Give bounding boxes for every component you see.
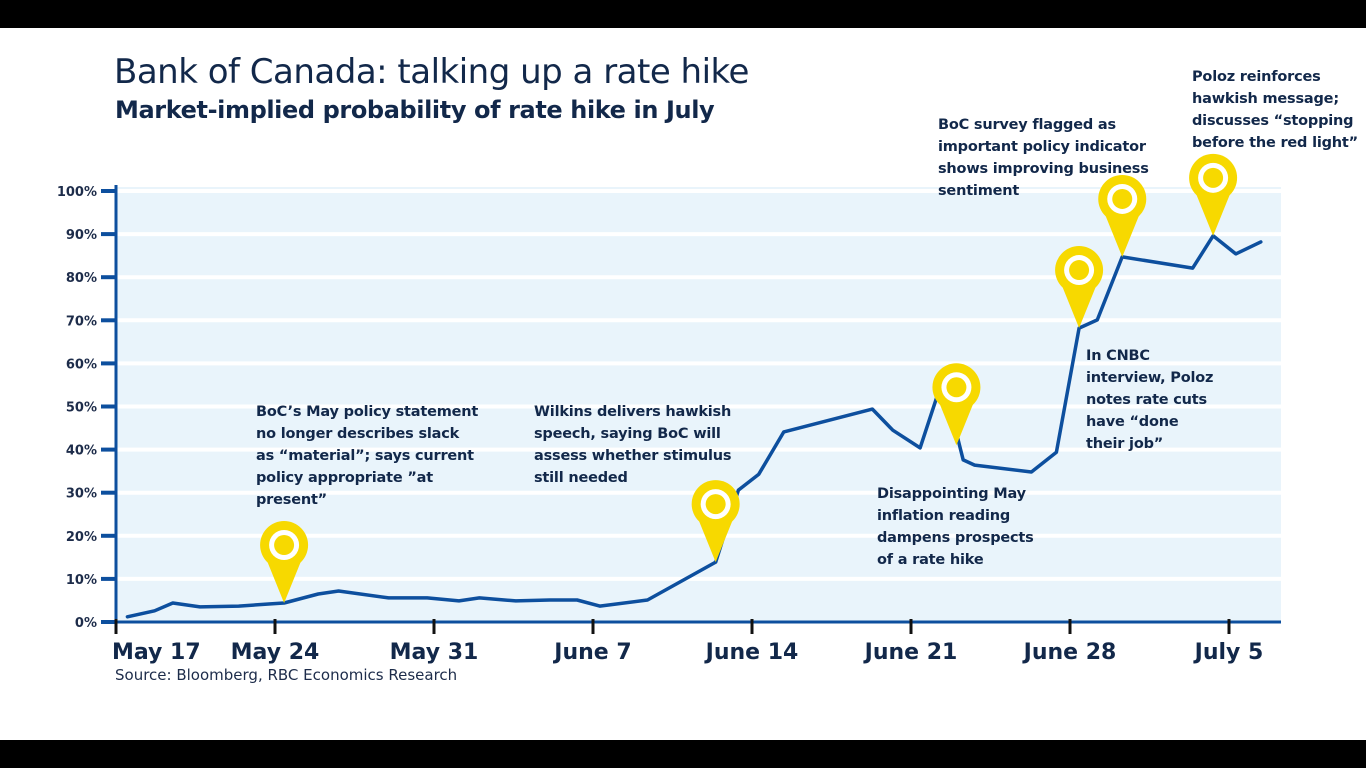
pin-tail bbox=[698, 520, 733, 563]
y-tick-label: 0% bbox=[75, 616, 97, 631]
x-tick-label: May 24 bbox=[231, 640, 320, 665]
pin-tail bbox=[1196, 193, 1231, 236]
annotation-may-inflation: Disappointing May inflation reading damp… bbox=[877, 486, 1034, 568]
chart-title: Bank of Canada: talking up a rate hike bbox=[114, 52, 749, 92]
map-pin-icon bbox=[1189, 153, 1238, 236]
pin-dot bbox=[1112, 188, 1133, 209]
y-tick-label: 50% bbox=[66, 401, 97, 416]
pin-tail bbox=[1062, 286, 1097, 329]
pin-dot bbox=[1203, 167, 1224, 188]
pin-dot bbox=[274, 535, 295, 556]
x-tick-label: May 17 bbox=[112, 640, 201, 665]
map-pin-icon bbox=[1098, 174, 1147, 257]
map-pin-icon bbox=[1055, 246, 1104, 329]
y-tick-label: 70% bbox=[66, 314, 97, 329]
source-note: Source: Bloomberg, RBC Economics Researc… bbox=[115, 666, 458, 684]
bottom-letterbox bbox=[0, 740, 1366, 768]
annotation-poloz-red-light: Poloz reinforces hawkish message; discus… bbox=[1192, 69, 1358, 151]
x-tick-label: June 28 bbox=[1022, 640, 1117, 665]
y-tick-label: 10% bbox=[66, 573, 97, 588]
y-tick-label: 40% bbox=[66, 444, 97, 459]
y-tick-label: 60% bbox=[66, 357, 97, 372]
y-tick-label: 90% bbox=[66, 228, 97, 243]
pin-tail bbox=[1105, 214, 1140, 257]
x-tick-label: July 5 bbox=[1193, 640, 1264, 665]
x-tick-label: June 14 bbox=[704, 640, 799, 665]
pin-tail bbox=[267, 561, 302, 604]
x-tick-label: May 31 bbox=[390, 640, 479, 665]
annotation-boc-survey: BoC survey flagged as important policy i… bbox=[938, 117, 1149, 199]
y-tick-label: 20% bbox=[66, 530, 97, 545]
y-tick-label: 100% bbox=[57, 185, 97, 200]
pin-dot bbox=[946, 377, 967, 398]
map-pin-icon bbox=[932, 363, 981, 446]
pin-tail bbox=[939, 403, 974, 446]
chart-subtitle: Market-implied probability of rate hike … bbox=[115, 96, 715, 124]
map-pin-icon bbox=[260, 521, 309, 604]
annotation-cnbc-interview: In CNBC interview, Poloz notes rate cuts… bbox=[1086, 348, 1214, 452]
x-tick-label: June 7 bbox=[552, 640, 631, 665]
top-letterbox bbox=[0, 0, 1366, 28]
annotation-may-policy-statement: BoC’s May policy statement no longer des… bbox=[256, 404, 479, 508]
map-pin-icon bbox=[691, 480, 740, 563]
pin-dot bbox=[705, 494, 726, 515]
x-tick-label: June 21 bbox=[863, 640, 958, 665]
y-tick-label: 80% bbox=[66, 271, 97, 286]
y-tick-label: 30% bbox=[66, 487, 97, 502]
pin-dot bbox=[1069, 260, 1090, 281]
annotation-wilkins-speech: Wilkins delivers hawkish speech, saying … bbox=[534, 404, 732, 486]
